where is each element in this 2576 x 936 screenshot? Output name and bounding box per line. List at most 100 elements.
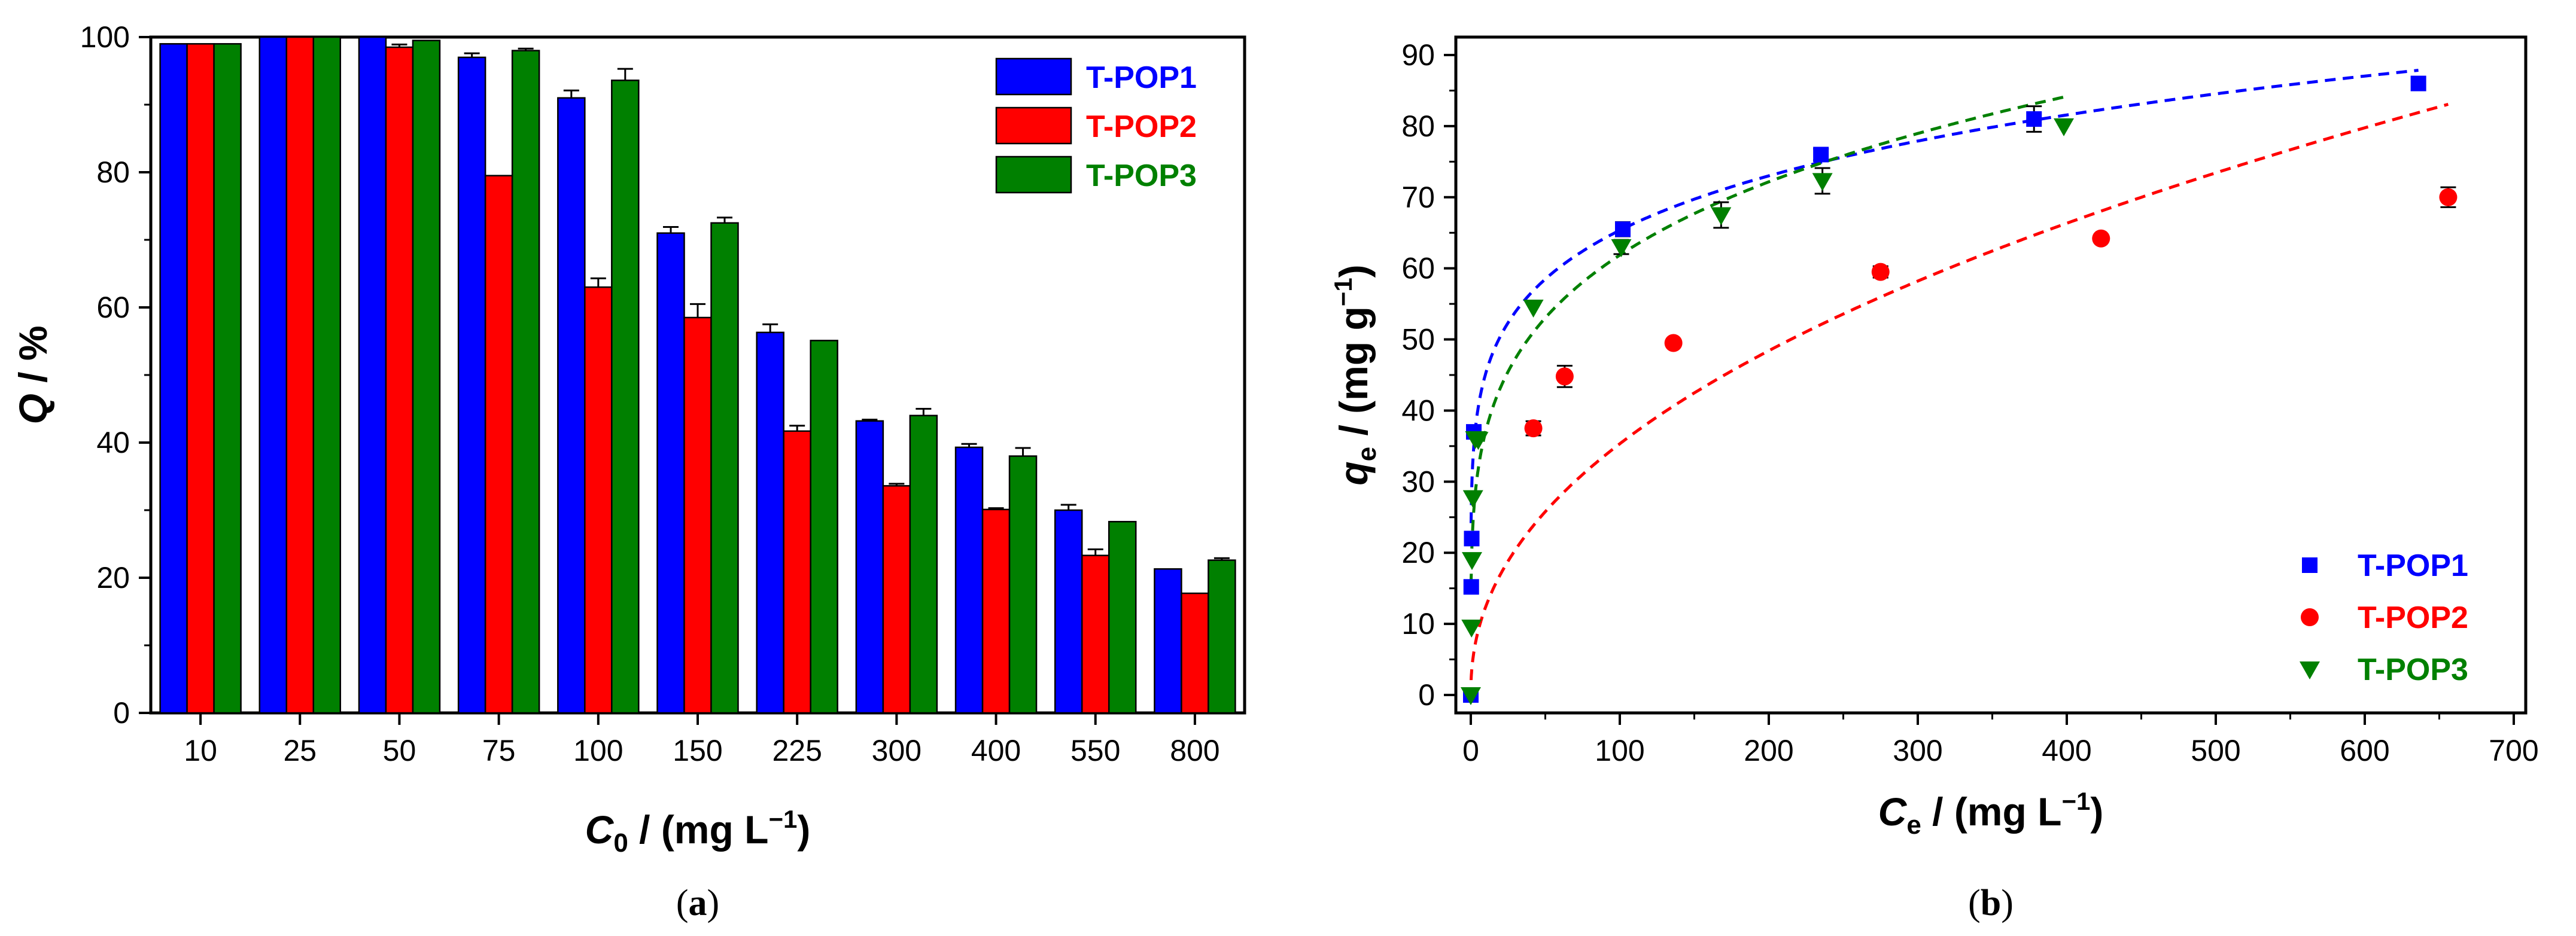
panel-a-legend: T-POP1 T-POP2 T-POP3 [995,57,1197,194]
data-point [1468,432,1489,450]
y-tick-label: 80 [96,156,130,189]
x-tick-label: 10 [184,734,217,767]
y-tick-label: 50 [1401,323,1435,356]
bar [385,46,414,714]
bar [557,97,586,714]
x-tick-label: 225 [772,734,822,767]
bar [1081,554,1110,714]
panel-b-fit-curves [1470,69,2449,681]
fit-curve [1470,69,2419,523]
data-point [1523,300,1544,318]
legend-label: T-POP1 [2358,548,2468,583]
bar [1181,592,1209,714]
data-point [1711,207,1732,225]
bar [855,420,884,714]
panel-b-x-axis-title: Ce / (mg L−1) [1878,787,2104,840]
panel-a-bars [159,36,1236,714]
panel-b-caption: (b) [1968,883,2014,923]
data-point [1871,263,1890,281]
fit-curve [1470,102,2449,681]
y-tick-label: 60 [96,291,130,324]
panel-b-legend: T-POP1 T-POP2 T-POP3 [2300,548,2468,687]
bar [954,446,984,714]
y-tick-label: 20 [96,561,130,594]
bar [810,340,838,714]
data-point [2439,188,2458,206]
bar [1154,568,1182,714]
bar [358,36,387,714]
legend-label: T-POP3 [2358,653,2468,687]
data-point [1664,334,1683,352]
bar [1208,559,1236,714]
panel-a-caption: (a) [676,883,719,923]
x-tick-label: 500 [2191,734,2240,767]
bar [710,222,739,714]
data-point [1524,419,1543,438]
y-tick-label: 0 [1418,678,1435,712]
data-point [2054,118,2075,136]
legend-marker [2301,608,2319,626]
x-tick-label: 700 [2489,734,2538,767]
panel-b-points [1461,75,2458,705]
data-point [1462,490,1483,508]
x-tick-label: 100 [573,734,623,767]
x-tick-label: 75 [482,734,516,767]
panel-a-error-bars [391,43,1230,560]
data-point [1555,367,1574,386]
legend-label: T-POP3 [1086,158,1197,193]
x-tick-label: 150 [673,734,722,767]
x-tick-label: 50 [383,734,416,767]
bar [1008,455,1038,714]
data-point [1461,687,1481,705]
bar [213,43,242,714]
x-tick-label: 400 [2042,734,2091,767]
x-tick-label: 100 [1595,734,1644,767]
x-tick-label: 550 [1070,734,1120,767]
data-point [2410,75,2426,92]
data-point [1812,173,1833,191]
bar [1054,509,1083,714]
fit-curve [1470,95,2064,585]
y-tick-label: 10 [1401,607,1435,641]
panel-b-y-axis: 0 10 20 30 40 50 60 70 80 90 [1401,38,1456,712]
bar [457,56,486,714]
x-tick-label: 200 [1744,734,1793,767]
data-point [1461,620,1482,638]
bar [783,430,811,714]
y-tick-label: 40 [96,426,130,459]
bar [611,80,640,714]
legend-marker [2302,557,2318,573]
y-tick-label: 0 [113,696,130,730]
legend-swatch [995,106,1072,145]
panel-a-x-axis-title: C0 / (mg L−1) [585,805,811,858]
data-point [2026,111,2042,127]
panel-a-y-axis-title: Q / % [11,325,55,424]
y-tick-label: 60 [1401,252,1435,285]
data-point [1463,579,1479,595]
bar [312,36,342,714]
bar [285,36,315,714]
bar [484,175,513,714]
panel-a-y-axis: 0 20 40 60 80 100 [80,20,151,730]
bar [882,485,911,714]
bar [683,316,712,714]
y-tick-label: 80 [1401,109,1435,143]
panel-a-x-axis: 10 25 50 75 100 150 225 300 400 550 800 [184,713,1220,767]
bar [258,36,288,714]
bar [584,286,613,714]
panel-a-bar-chart: 0 20 40 60 80 100 10 25 50 75 100 150 225 300 400 550 8… [11,20,1246,923]
y-tick-label: 90 [1401,38,1435,72]
data-point [2092,229,2110,248]
bar [909,414,938,714]
bar [159,43,188,714]
data-point [1464,530,1480,547]
y-tick-label: 100 [80,20,130,54]
x-tick-label: 600 [2340,734,2389,767]
panel-b-x-axis: 0 100 200 300 400 500 600 700 [1462,713,2539,767]
x-tick-label: 400 [971,734,1021,767]
x-tick-label: 300 [872,734,921,767]
x-tick-label: 25 [283,734,317,767]
legend-label: T-POP2 [1086,109,1197,144]
bar [656,232,685,714]
